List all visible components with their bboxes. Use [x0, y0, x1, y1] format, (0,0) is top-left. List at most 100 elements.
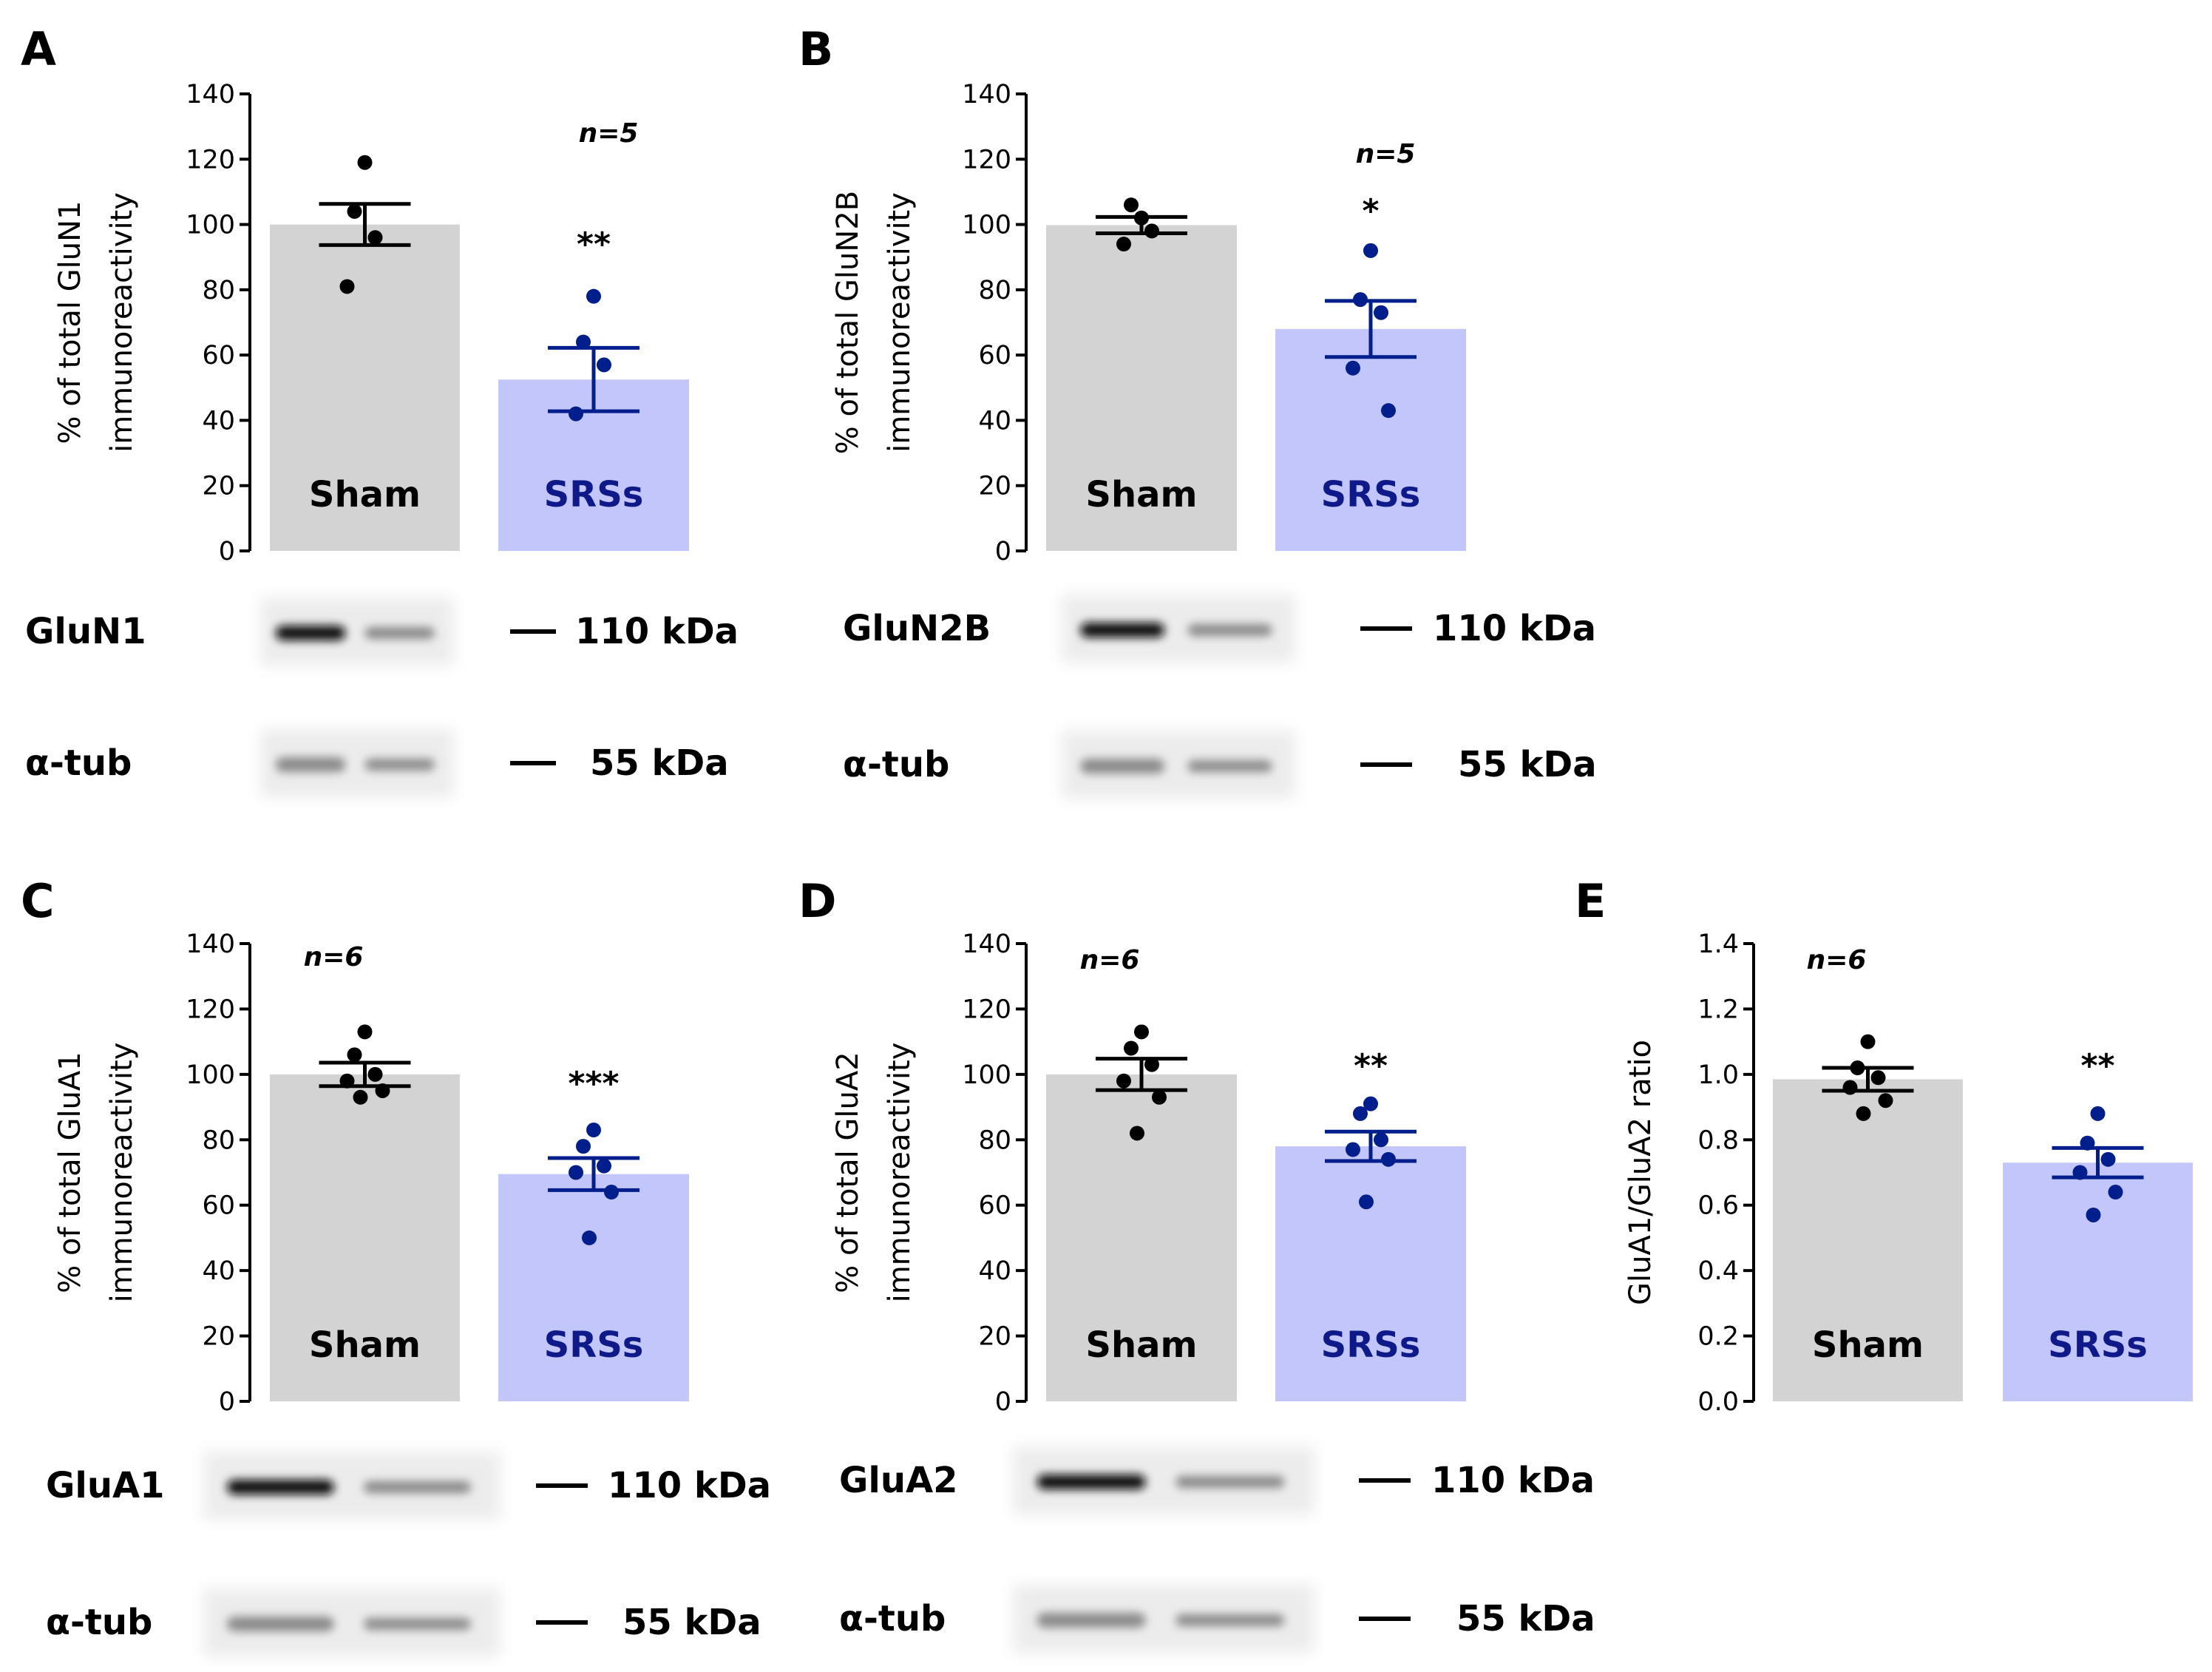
molecular-weight-label: 55 kDa: [1458, 744, 1597, 785]
data-point: [1359, 1194, 1374, 1210]
y-tick-label: 0: [219, 537, 235, 566]
blot-band-sham: [227, 1617, 334, 1631]
y-tick-label: 20: [978, 1322, 1011, 1352]
y-tick-label: 60: [978, 1191, 1011, 1221]
y-axis-label: immunoreactivity: [883, 1043, 917, 1303]
y-tick-label: 20: [202, 1322, 235, 1352]
data-point: [576, 1139, 591, 1154]
data-point: [353, 1089, 368, 1105]
blot-band-sham: [1080, 759, 1165, 774]
blot-band-srs: [364, 759, 435, 771]
y-axis-label: % of total GluN2B: [831, 191, 865, 454]
data-point: [339, 279, 355, 294]
panel-letter: C: [21, 874, 55, 928]
y-tick-label: 0: [995, 1387, 1011, 1417]
y-tick-label: 0.4: [1697, 1256, 1739, 1286]
y-axis-label: immunoreactivity: [105, 1043, 139, 1303]
category-label-srss: SRSs: [544, 474, 644, 515]
bar-srss: [2003, 1162, 2193, 1401]
panel-letter: D: [798, 874, 836, 928]
data-point: [367, 230, 383, 246]
category-label-sham: Sham: [309, 474, 421, 515]
data-point: [586, 1123, 601, 1138]
data-point: [586, 288, 601, 304]
y-tick-label: 0: [995, 537, 1011, 566]
panel-letter: A: [21, 22, 56, 76]
y-axis-label: immunoreactivity: [883, 192, 917, 453]
category-label-sham: Sham: [1085, 474, 1197, 515]
blot-band-srs: [1187, 624, 1272, 636]
y-axis-label: % of total GluA1: [53, 1052, 87, 1293]
y-tick-label: 1.2: [1697, 995, 1739, 1024]
blot-band-sham: [1080, 623, 1165, 637]
data-point: [1124, 197, 1139, 213]
blot-label: α-tub: [46, 1602, 152, 1643]
y-tick-label: 60: [202, 1191, 235, 1221]
molecular-weight-label: 55 kDa: [622, 1602, 761, 1643]
y-tick-label: 120: [962, 995, 1011, 1024]
y-tick-label: 60: [978, 341, 1011, 370]
y-tick-label: 140: [962, 80, 1011, 109]
blot-label: α-tub: [839, 1598, 946, 1639]
blot-band-srs: [364, 627, 435, 639]
blot-band-srs: [1187, 760, 1272, 772]
y-axis-label: % of total GluA2: [831, 1052, 865, 1293]
data-point: [1381, 403, 1396, 419]
y-tick-label: 40: [202, 1256, 235, 1286]
blot-label: α-tub: [25, 742, 132, 784]
y-tick-label: 100: [962, 1060, 1011, 1090]
blot-band-sham: [275, 757, 346, 772]
bar-sham: [270, 1074, 460, 1401]
y-tick-label: 120: [186, 145, 235, 175]
y-tick-label: 100: [186, 211, 235, 240]
category-label-srss: SRSs: [2048, 1324, 2148, 1366]
data-point: [347, 1047, 362, 1063]
data-point: [1842, 1080, 1858, 1095]
blot-band-srs: [364, 1618, 471, 1630]
y-tick-label: 120: [962, 145, 1011, 175]
y-tick-label: 100: [962, 211, 1011, 240]
data-point: [569, 406, 583, 422]
data-point: [582, 1230, 597, 1245]
category-label-sham: Sham: [1812, 1324, 1924, 1366]
blot-label: GluA1: [46, 1465, 165, 1506]
data-point: [2108, 1185, 2123, 1200]
category-label-srss: SRSs: [544, 1324, 644, 1366]
bar-sham: [270, 224, 460, 551]
blot-label: α-tub: [843, 744, 949, 785]
data-point: [2100, 1151, 2116, 1167]
y-tick-label: 0: [219, 1387, 235, 1417]
blot-band-sham: [1037, 1613, 1146, 1628]
y-tick-label: 80: [978, 276, 1011, 305]
panel-c: C 0 20 40 60 80 100 120 140 % of total GluA1 immun…: [21, 874, 771, 1656]
molecular-weight-label: 110 kDa: [575, 611, 739, 652]
data-point: [1116, 237, 1131, 252]
category-label-srss: SRSs: [1321, 1324, 1421, 1366]
blot-band-sham: [1037, 1475, 1146, 1489]
molecular-weight-label: 110 kDa: [1431, 1460, 1595, 1501]
y-tick-label: 0.8: [1697, 1126, 1739, 1155]
category-label-sham: Sham: [1085, 1324, 1197, 1366]
y-tick-label: 140: [186, 930, 235, 959]
data-point: [1124, 1040, 1139, 1056]
n-label: n=6: [1080, 945, 1140, 975]
significance-marker: ***: [568, 1065, 619, 1103]
y-tick-label: 60: [202, 341, 235, 370]
data-point: [357, 1024, 373, 1040]
panel-d: D 0 20 40 60 80 100 120 140 % of total GluA2 immun…: [798, 874, 1595, 1653]
y-tick-label: 140: [186, 80, 235, 109]
significance-marker: **: [2080, 1047, 2114, 1085]
blot-label: GluN2B: [843, 608, 991, 649]
significance-marker: **: [1354, 1047, 1388, 1085]
data-point: [1346, 360, 1360, 376]
data-point: [2086, 1207, 2101, 1222]
bar-srss: [1275, 328, 1466, 551]
y-tick-label: 80: [202, 1126, 235, 1155]
data-point: [597, 1158, 611, 1174]
panel-letter: E: [1575, 874, 1606, 928]
y-tick-label: 20: [202, 472, 235, 501]
data-point: [2090, 1106, 2106, 1121]
data-point: [1152, 1089, 1167, 1105]
n-label: n=5: [579, 118, 639, 149]
